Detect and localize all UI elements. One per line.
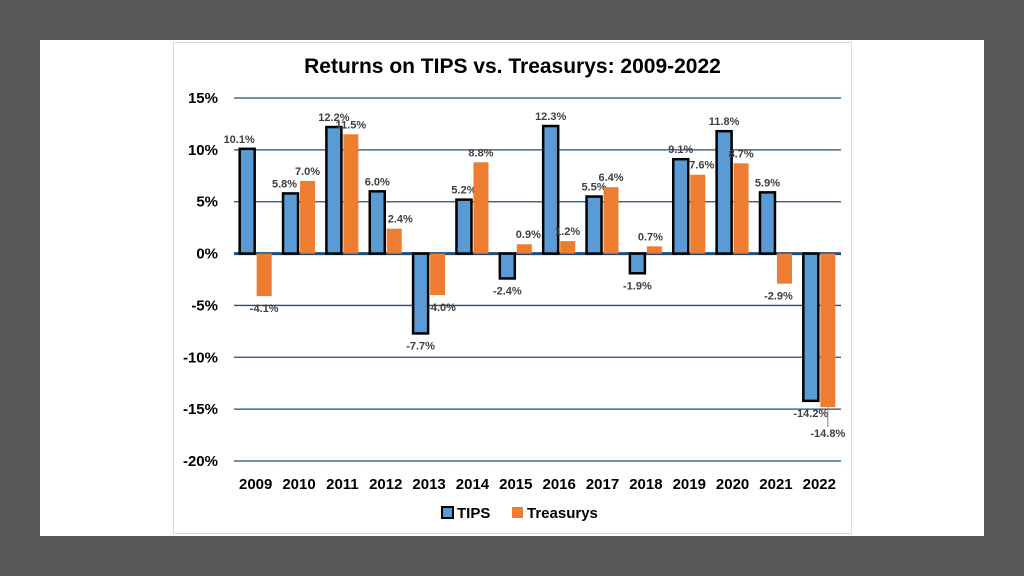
- treasurys-bar-2016: [560, 241, 576, 254]
- tips-label-2022: -14.2%: [793, 408, 828, 420]
- treasurys-bar-2014: [473, 162, 489, 254]
- tips-bar-2011: [325, 125, 343, 255]
- treasurys-label-2019: 7.6%: [689, 160, 714, 172]
- tips-bar-2019: [672, 157, 690, 255]
- tips-bar-2009: [238, 147, 256, 255]
- treasurys-bar-2017: [603, 187, 619, 254]
- x-tick-label: 2016: [542, 476, 575, 493]
- x-tick-label: 2011: [326, 476, 359, 493]
- slide-background: Returns on TIPS vs. Treasurys: 2009-2022…: [40, 40, 984, 536]
- treasurys-bar-2019: [690, 174, 706, 254]
- treasurys-bar-2009: [256, 253, 272, 297]
- tips-label-2020: 11.8%: [709, 116, 740, 128]
- tips-label-2016: 12.3%: [535, 111, 566, 123]
- treasurys-bar-2011: [343, 134, 359, 254]
- x-tick-label: 2020: [716, 476, 749, 493]
- tips-label-2015: -2.4%: [493, 285, 522, 297]
- treasurys-label-2011: 11.5%: [336, 119, 367, 131]
- y-tick-label: 10%: [188, 142, 218, 159]
- tips-label-2011: 12.2%: [318, 112, 349, 124]
- treasurys-label-2022: -14.8%: [810, 428, 845, 440]
- tips-label-2018: -1.9%: [623, 280, 652, 292]
- tips-bar-2015: [498, 252, 517, 280]
- tips-bar-2016: [541, 124, 560, 255]
- tips-label-2021: 5.9%: [755, 177, 780, 189]
- y-tick-label: -10%: [183, 349, 218, 366]
- tips-bar-2020: [715, 129, 733, 255]
- tips-bar-2021: [758, 191, 777, 255]
- tips-bar-2017: [585, 195, 603, 255]
- x-tick-label: 2021: [759, 476, 792, 493]
- tips-label-2013: -7.7%: [406, 340, 435, 352]
- bar-chart: 15% 10% 5% 0% -5% -10% -15% -20% 2009 2010 2011 201…: [183, 90, 845, 522]
- legend-swatch-tips: [441, 506, 454, 519]
- legend-label-treasurys: Treasurys: [527, 505, 598, 522]
- treasurys-bar-2010: [300, 180, 316, 254]
- treasurys-label-2017: 6.4%: [598, 172, 623, 184]
- treasurys-label-2014: 8.8%: [468, 147, 493, 159]
- x-tick-label: 2014: [456, 476, 490, 493]
- treasurys-label-2018: 0.7%: [638, 231, 663, 243]
- y-tick-label: -15%: [183, 401, 218, 418]
- treasurys-bar-2021: [776, 253, 792, 284]
- y-tick-label: -5%: [191, 297, 218, 314]
- treasurys-label-2016: 1.2%: [555, 226, 580, 238]
- x-tick-label: 2012: [369, 476, 402, 493]
- tips-label-2009: 10.1%: [224, 134, 255, 146]
- tips-bar-2012: [368, 190, 386, 255]
- y-tick-label: 5%: [196, 194, 218, 211]
- x-tick-label: 2018: [629, 476, 662, 493]
- tips-bar-2010: [281, 192, 300, 255]
- tips-label-2012: 6.0%: [365, 176, 390, 188]
- treasurys-label-2015: 0.9%: [516, 229, 541, 241]
- treasurys-bar-2018: [646, 246, 662, 254]
- chart-title: Returns on TIPS vs. Treasurys: 2009-2022: [304, 55, 721, 78]
- tips-bar-2013: [411, 252, 430, 335]
- tips-bar-2018: [628, 252, 647, 275]
- tips-label-2014: 5.2%: [451, 185, 476, 197]
- x-tick-label: 2013: [412, 476, 445, 493]
- tips-bar-2014: [455, 198, 473, 255]
- legend-label-tips: TIPS: [457, 505, 490, 522]
- chart-frame: Returns on TIPS vs. Treasurys: 2009-2022…: [173, 42, 852, 534]
- legend-swatch-treasurys: [512, 507, 523, 518]
- treasurys-bar-2022: [820, 253, 836, 408]
- treasurys-bar-2013: [430, 253, 446, 296]
- x-tick-label: 2022: [803, 476, 836, 493]
- y-tick-label: 15%: [188, 90, 218, 107]
- tips-bar-2022: [802, 252, 820, 403]
- x-tick-label: 2010: [282, 476, 315, 493]
- treasurys-label-2021: -2.9%: [764, 291, 793, 303]
- treasurys-label-2009: -4.1%: [250, 303, 279, 315]
- y-tick-label: 0%: [196, 246, 218, 263]
- tips-label-2019: 9.1%: [668, 144, 693, 156]
- x-tick-label: 2019: [673, 476, 706, 493]
- treasurys-bar-2015: [516, 244, 532, 254]
- treasurys-label-2020: 8.7%: [729, 148, 754, 160]
- treasurys-label-2010: 7.0%: [295, 166, 320, 178]
- treasurys-bar-2020: [733, 163, 749, 254]
- y-tick-label: -20%: [183, 453, 218, 470]
- tips-label-2017: 5.5%: [581, 182, 606, 194]
- treasurys-label-2012: 2.4%: [388, 214, 413, 226]
- x-tick-label: 2009: [239, 476, 272, 493]
- x-tick-label: 2015: [499, 476, 532, 493]
- x-tick-label: 2017: [586, 476, 619, 493]
- treasurys-bar-2012: [386, 228, 402, 254]
- tips-label-2010: 5.8%: [272, 178, 297, 190]
- treasurys-label-2013: -4.0%: [427, 302, 456, 314]
